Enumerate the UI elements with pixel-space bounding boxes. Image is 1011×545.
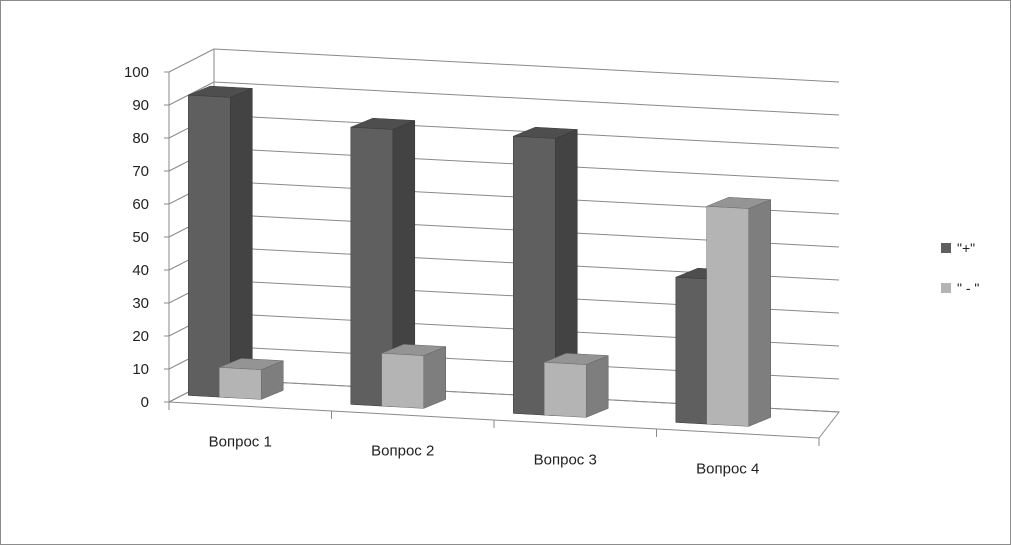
y-tick-label: 60 bbox=[132, 196, 149, 213]
bar-front bbox=[543, 362, 587, 418]
legend-swatch bbox=[941, 283, 951, 293]
gridline bbox=[213, 81, 840, 116]
y-tick-label: 10 bbox=[132, 361, 149, 378]
bar bbox=[188, 85, 253, 399]
y-tick-label: 30 bbox=[132, 295, 149, 312]
bar-front bbox=[513, 135, 556, 416]
legend-label: " - " bbox=[957, 280, 979, 296]
bar-front bbox=[381, 353, 424, 409]
bar-side bbox=[230, 88, 253, 399]
legend: "+" " - " bbox=[941, 240, 979, 296]
bar bbox=[543, 353, 609, 418]
bar-side bbox=[423, 346, 446, 409]
bar-side bbox=[585, 355, 609, 418]
side-gridline bbox=[168, 81, 215, 106]
bar bbox=[381, 344, 446, 409]
bar-front bbox=[350, 126, 394, 407]
y-tick-label: 40 bbox=[132, 262, 149, 279]
y-tick-label: 50 bbox=[132, 229, 149, 246]
bars bbox=[188, 85, 771, 427]
bar bbox=[218, 358, 284, 400]
category-label: Вопрос 3 bbox=[534, 452, 597, 469]
legend-swatch bbox=[941, 243, 951, 253]
category-label: Вопрос 1 bbox=[209, 434, 272, 451]
bar-front bbox=[706, 206, 749, 427]
bar bbox=[706, 197, 771, 427]
category-label: Вопрос 4 bbox=[696, 461, 759, 478]
side-gridline bbox=[168, 48, 215, 73]
bar-side bbox=[748, 199, 771, 427]
bar bbox=[513, 126, 578, 417]
y-tick-label: 100 bbox=[124, 64, 149, 81]
y-tick-label: 0 bbox=[141, 394, 149, 411]
y-tick-label: 80 bbox=[132, 130, 149, 147]
category-label: Вопрос 2 bbox=[371, 443, 434, 460]
y-tick-label: 90 bbox=[132, 97, 149, 114]
bar-front bbox=[188, 94, 231, 398]
y-tick-label: 20 bbox=[132, 328, 149, 345]
gridline bbox=[213, 48, 840, 83]
legend-label: "+" bbox=[957, 240, 975, 256]
category-labels: Вопрос 1 Вопрос 2 Вопрос 3 Вопрос 4 bbox=[209, 434, 760, 478]
bar bbox=[350, 117, 416, 408]
y-tick-label: 70 bbox=[132, 163, 149, 180]
bar-front bbox=[218, 367, 262, 400]
y-tick-labels: 0 10 20 30 40 50 60 70 80 90 100 bbox=[124, 64, 149, 411]
